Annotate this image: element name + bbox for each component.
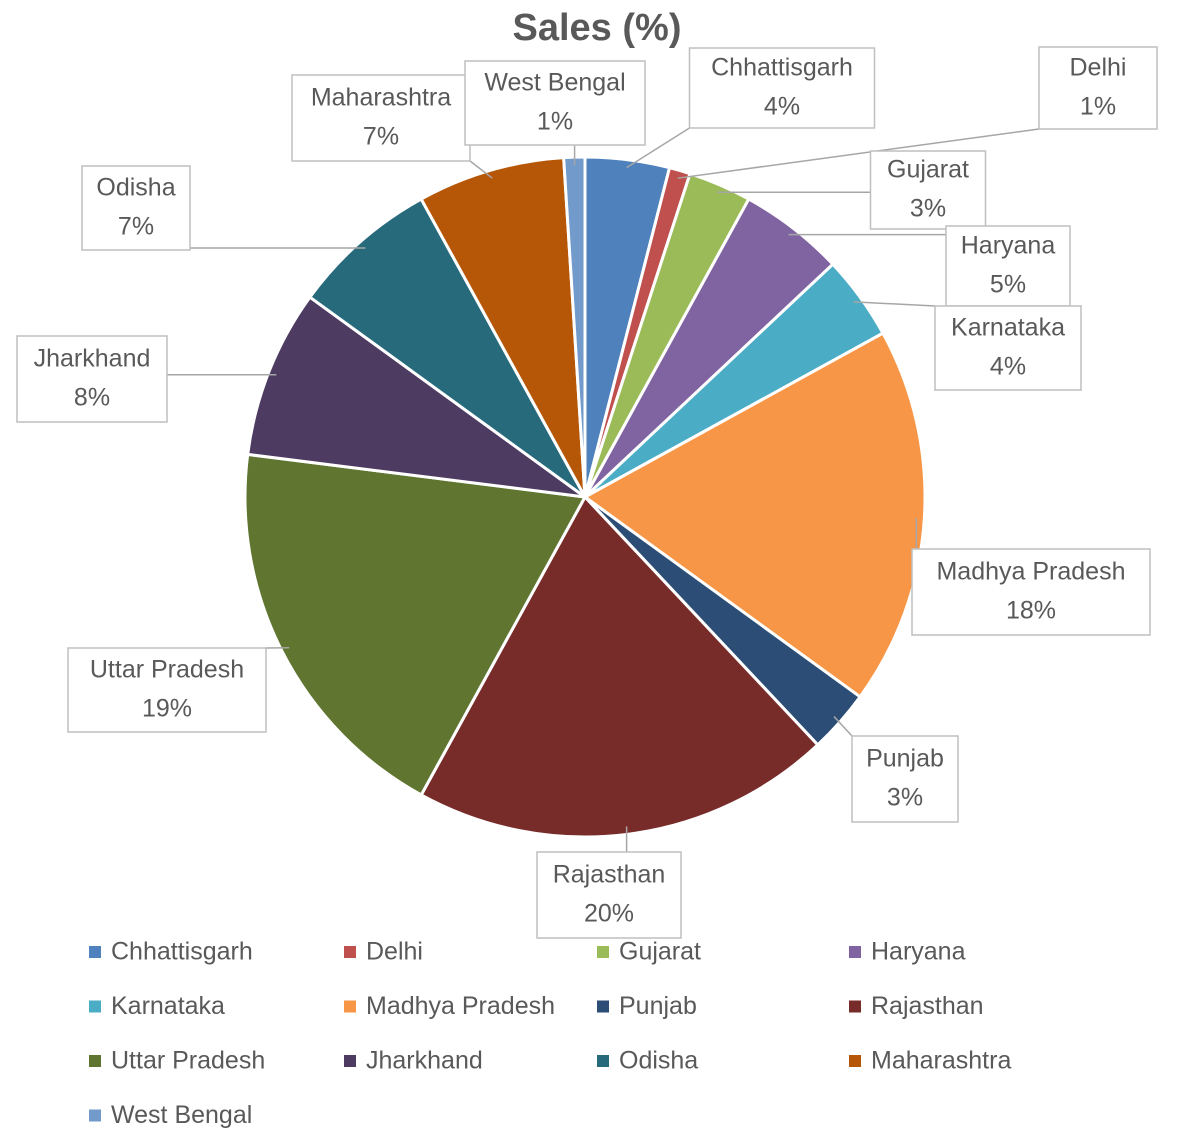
data-label-value: 20% bbox=[584, 900, 634, 928]
data-label-value: 3% bbox=[887, 784, 923, 812]
label-box bbox=[688, 47, 876, 129]
data-label-name: Maharashtra bbox=[311, 84, 451, 112]
data-label-name: Odisha bbox=[96, 174, 175, 202]
legend-label: Jharkhand bbox=[366, 1047, 483, 1075]
pie-slice bbox=[246, 295, 586, 499]
label-box bbox=[869, 150, 987, 230]
pie-slice bbox=[419, 156, 587, 498]
data-label-value: 4% bbox=[764, 93, 800, 121]
legend-swatch bbox=[849, 1055, 861, 1067]
legend-label: Karnataka bbox=[111, 992, 225, 1020]
data-label-name: Gujarat bbox=[887, 156, 969, 184]
legend-label: Delhi bbox=[366, 938, 423, 966]
data-label-name: Madhya Pradesh bbox=[936, 558, 1125, 586]
label-box bbox=[291, 74, 471, 162]
legend-label: Uttar Pradesh bbox=[111, 1047, 265, 1075]
legend-swatch bbox=[597, 1055, 609, 1067]
legend-swatch bbox=[849, 1000, 861, 1013]
data-label-value: 3% bbox=[910, 195, 946, 223]
legend-label: West Bengal bbox=[111, 1101, 252, 1129]
data-label-name: Jharkhand bbox=[34, 345, 151, 373]
leader-line bbox=[469, 160, 493, 179]
label-box bbox=[911, 548, 1151, 636]
label-box bbox=[1038, 46, 1158, 130]
legend-swatch bbox=[597, 946, 609, 958]
legend-label: Chhattisgarh bbox=[111, 938, 253, 966]
data-label-name: Karnataka bbox=[951, 314, 1065, 342]
data-label-name: Delhi bbox=[1070, 54, 1127, 82]
legend-label: Maharashtra bbox=[871, 1047, 1011, 1075]
label-box bbox=[934, 305, 1082, 391]
data-label-name: Rajasthan bbox=[553, 861, 666, 889]
label-box bbox=[81, 165, 191, 251]
legend-swatch bbox=[89, 1109, 101, 1122]
leader-line bbox=[677, 128, 1040, 179]
legend-swatch bbox=[89, 1055, 101, 1067]
legend-swatch bbox=[89, 1000, 101, 1013]
label-box bbox=[536, 851, 682, 939]
leader-line bbox=[853, 301, 936, 307]
pie-slice bbox=[582, 331, 927, 699]
label-box bbox=[464, 60, 646, 146]
label-box bbox=[67, 647, 267, 733]
legend-label: Madhya Pradesh bbox=[366, 992, 555, 1020]
data-label-value: 18% bbox=[1006, 597, 1056, 625]
leader-line bbox=[833, 716, 853, 737]
data-label-name: Punjab bbox=[866, 745, 944, 773]
data-label-value: 1% bbox=[537, 108, 573, 136]
data-label-name: Uttar Pradesh bbox=[90, 656, 244, 684]
legend-label: Punjab bbox=[619, 992, 697, 1020]
leader-line bbox=[626, 127, 690, 169]
label-box bbox=[16, 335, 168, 423]
data-label-name: West Bengal bbox=[484, 69, 625, 97]
data-label-value: 7% bbox=[118, 213, 154, 241]
data-label-value: 8% bbox=[74, 384, 110, 412]
legend-swatch bbox=[344, 1055, 356, 1067]
legend-swatch bbox=[597, 1000, 609, 1013]
legend-swatch bbox=[849, 946, 861, 958]
legend-label: Haryana bbox=[871, 938, 966, 966]
data-label-value: 7% bbox=[363, 123, 399, 151]
legend-label: Gujarat bbox=[619, 938, 701, 966]
legend-swatch bbox=[344, 1000, 356, 1013]
data-label-value: 4% bbox=[990, 353, 1026, 381]
pie-slice bbox=[307, 197, 587, 499]
data-label-value: 19% bbox=[142, 695, 192, 723]
legend-label: Rajasthan bbox=[871, 992, 984, 1020]
chart-title: Sales (%) bbox=[513, 7, 682, 49]
pie-slice bbox=[419, 494, 820, 839]
label-box bbox=[851, 735, 959, 823]
label-box bbox=[945, 225, 1071, 307]
data-label-value: 1% bbox=[1080, 93, 1116, 121]
pie-slice bbox=[243, 452, 588, 797]
data-label-value: 5% bbox=[990, 271, 1026, 299]
data-label-name: Haryana bbox=[961, 232, 1056, 260]
legend-swatch bbox=[344, 946, 356, 958]
legend-label: Odisha bbox=[619, 1047, 698, 1075]
data-label-name: Chhattisgarh bbox=[711, 54, 853, 82]
legend-swatch bbox=[89, 946, 101, 958]
